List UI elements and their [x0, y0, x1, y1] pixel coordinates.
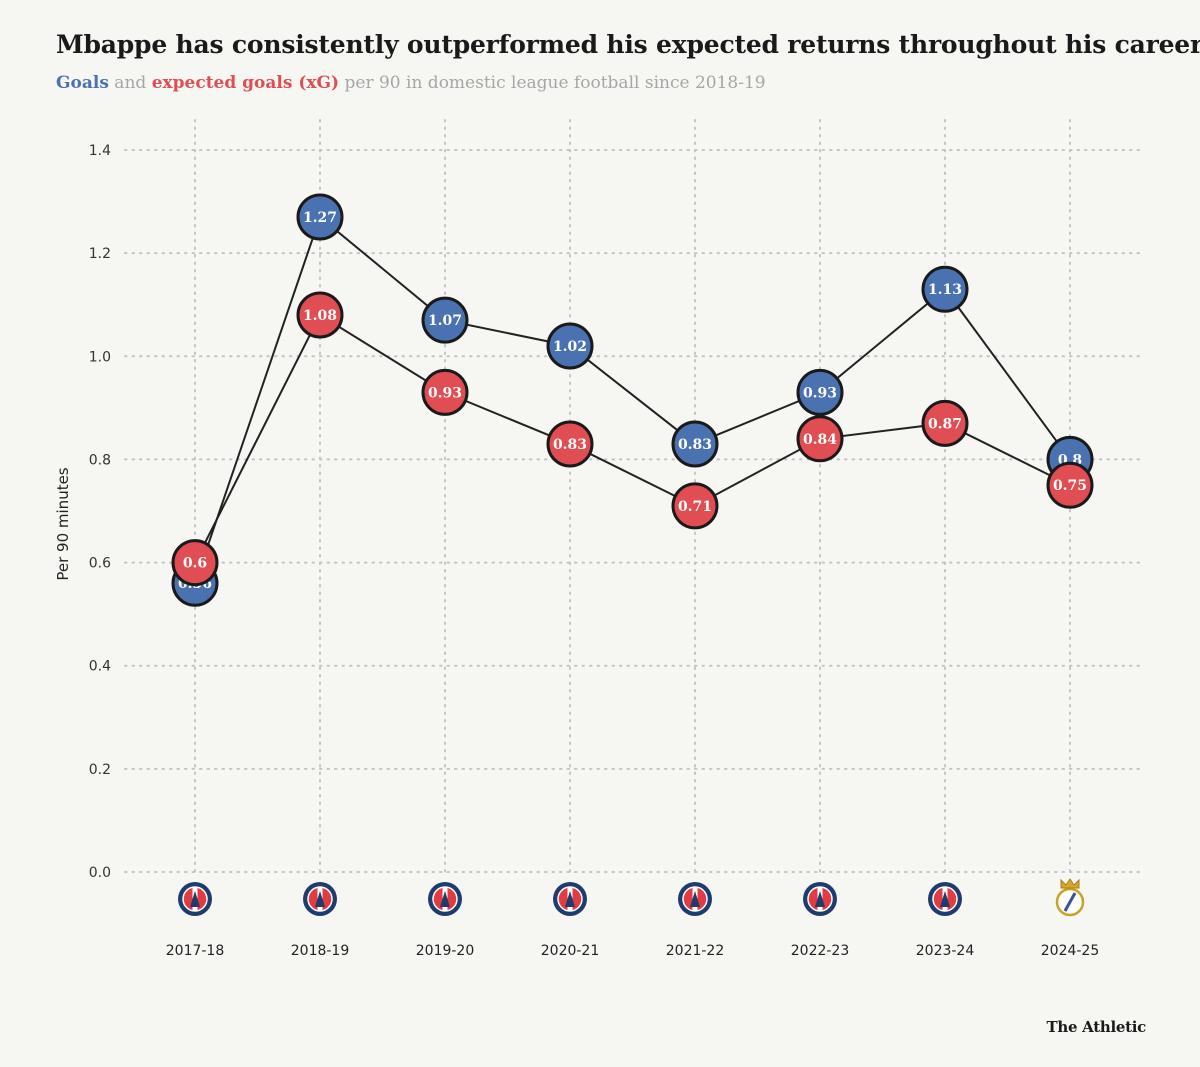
xg-point-marker [671, 482, 719, 530]
x-tick-label: 2022-23 [791, 943, 850, 959]
goals-series-line [194, 215, 1071, 584]
xg-data-label: 0.6 [183, 556, 207, 572]
goals-point: 1.02 [546, 322, 594, 370]
psg-badge-tower [315, 891, 325, 907]
xg-point: 0.71 [671, 482, 719, 530]
y-tick-label: 0.2 [89, 762, 111, 778]
y-tick-label: 1.0 [89, 349, 111, 365]
subtitle-xg-legend: expected goals (xG) [151, 73, 340, 93]
goals-point: 0.83 [671, 420, 719, 468]
xg-data-label: 1.08 [303, 308, 337, 324]
chart-title: Mbappe has consistently outperformed his… [56, 30, 1200, 59]
y-tick-label: 1.2 [89, 246, 111, 262]
y-tick-label: 1.4 [89, 143, 111, 159]
psg-badge-icon [428, 882, 462, 916]
y-tick-label: 0.8 [89, 452, 111, 468]
y-tick-label: 0.4 [89, 659, 111, 675]
xg-point-marker [171, 539, 219, 587]
goals-data-label: 1.27 [303, 210, 337, 226]
goals-data-label: 0.93 [803, 385, 837, 401]
goals-point-marker [796, 368, 844, 416]
real-madrid-badge-icon [1055, 878, 1085, 917]
xg-data-label: 0.87 [928, 416, 962, 432]
xg-data-label: 0.93 [428, 385, 462, 401]
xg-point: 0.84 [796, 415, 844, 463]
psg-badge-icon [803, 882, 837, 916]
xg-data-label: 0.71 [678, 499, 712, 515]
psg-badge-tower [940, 891, 950, 907]
psg-badge-icon [303, 882, 337, 916]
x-tick-label: 2020-21 [541, 943, 600, 959]
xg-point-marker [1046, 461, 1094, 509]
psg-badge-icon [678, 882, 712, 916]
point-layer: 0.561.271.071.020.830.931.130.80.61.080.… [171, 193, 1094, 607]
goals-point: 0.93 [796, 368, 844, 416]
xg-point: 0.93 [421, 368, 469, 416]
x-tick-label: 2017-18 [166, 943, 225, 959]
xg-point: 0.87 [921, 399, 969, 447]
xg-point-marker [546, 420, 594, 468]
y-tick-label: 0.0 [89, 865, 111, 881]
psg-badge-tower [815, 891, 825, 907]
psg-badge-tower [440, 891, 450, 907]
xg-point-marker [421, 368, 469, 416]
xg-point-marker [921, 399, 969, 447]
xg-data-label: 0.83 [553, 437, 587, 453]
x-tick-label: 2021-22 [666, 943, 725, 959]
subtitle-goals-legend: Goals [56, 73, 109, 93]
xg-data-label: 0.84 [803, 432, 837, 448]
goals-point-marker [921, 265, 969, 313]
chart-subtitle: Goals and expected goals (xG) per 90 in … [56, 73, 766, 93]
psg-badge-tower [690, 891, 700, 907]
psg-badge-icon [553, 882, 587, 916]
goals-point: 1.13 [921, 265, 969, 313]
goals-data-label: 1.13 [928, 282, 962, 298]
x-tick-label: 2024-25 [1041, 943, 1100, 959]
y-axis-label: Per 90 minutes [54, 467, 72, 580]
goals-data-label: 0.83 [678, 437, 712, 453]
y-tick-label: 0.6 [89, 556, 111, 572]
xg-data-label: 0.75 [1053, 478, 1087, 494]
goals-point: 1.27 [296, 193, 344, 241]
goals-point-marker [546, 322, 594, 370]
xg-point-marker [296, 291, 344, 339]
psg-badge-icon [178, 882, 212, 916]
rm-badge-crown [1060, 878, 1080, 889]
psg-badge-icon [928, 882, 962, 916]
psg-badge-tower [190, 891, 200, 907]
grid-layer [124, 119, 1146, 873]
x-tick-label: 2023-24 [916, 943, 975, 959]
xg-point: 1.08 [296, 291, 344, 339]
xg-point-marker [796, 415, 844, 463]
goals-point: 1.07 [421, 296, 469, 344]
x-tick-label: 2018-19 [291, 943, 350, 959]
xg-point: 0.6 [171, 539, 219, 587]
subtitle-rest: per 90 in domestic league football since… [339, 73, 766, 93]
goals-data-label: 1.02 [553, 339, 587, 355]
psg-badge-tower [565, 891, 575, 907]
goals-data-label: 1.07 [428, 313, 462, 329]
goals-point-marker [421, 296, 469, 344]
goals-point-marker [296, 193, 344, 241]
brand-logo: The Athletic [1046, 1018, 1147, 1036]
subtitle-and: and [108, 73, 152, 93]
x-tick-label: 2019-20 [416, 943, 475, 959]
xg-point: 0.75 [1046, 461, 1094, 509]
badge-layer [178, 878, 1085, 917]
rm-badge-sash [1063, 892, 1077, 912]
axis-layer: 0.0 0.2 0.4 0.6 0.8 1.0 1.2 1.4 2017-18 2018-19 20… [54, 143, 1099, 959]
xg-point: 0.83 [546, 420, 594, 468]
goals-point-marker [671, 420, 719, 468]
